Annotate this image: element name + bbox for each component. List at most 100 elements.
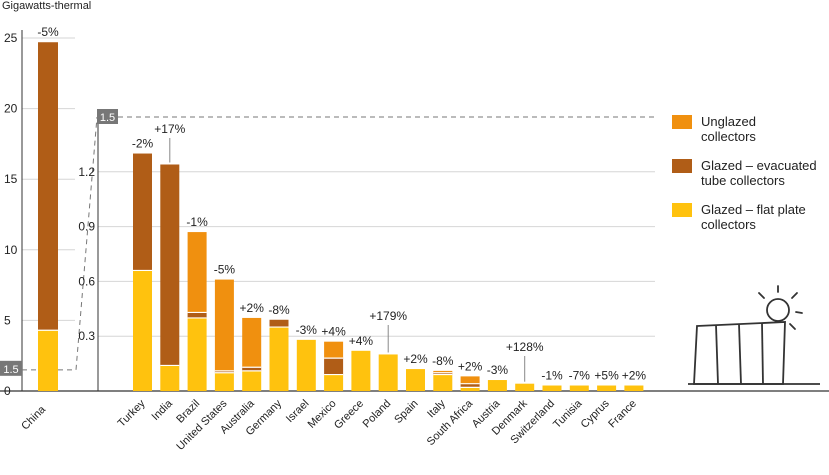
change-label-turkey: -2% <box>132 137 154 151</box>
main-y-tick-0: 0 <box>4 384 11 398</box>
category-label-spain: Spain <box>392 398 420 426</box>
bar-india-flat <box>160 365 180 391</box>
main-y-tick-25: 25 <box>4 31 18 45</box>
bar-austria-flat <box>487 380 507 391</box>
main-y-tick-15: 15 <box>4 172 18 186</box>
change-label-germany: -8% <box>268 303 290 317</box>
change-label-greece: +4% <box>349 334 374 348</box>
y-axis-label: Gigawatts-thermal <box>2 0 91 12</box>
change-label-india: +17% <box>154 122 185 136</box>
bar-spain-flat <box>406 369 425 391</box>
bar-south-africa-evacuated <box>460 383 480 388</box>
category-label-china: China <box>19 403 48 432</box>
inset-y-tick-1.2: 1.2 <box>78 165 95 179</box>
change-label-china: -5% <box>37 25 59 39</box>
legend-label-flat-line1: Glazed – flat plate <box>701 202 806 217</box>
legend-label-evacuated-line2: tube collectors <box>701 173 785 188</box>
icon-panel-divider-3 <box>761 322 764 385</box>
change-label-spain: +2% <box>403 352 428 366</box>
legend-label-unglazed-line1: Unglazed <box>701 114 756 129</box>
bar-united-states-evacuated <box>214 370 234 373</box>
legend-item-unglazed: Unglazed collectors <box>672 114 822 144</box>
change-label-switzerland: -1% <box>541 369 563 383</box>
change-label-brazil: -1% <box>186 215 208 229</box>
icon-panel-divider-1 <box>715 324 719 385</box>
legend: Unglazed collectors Glazed – evacuated t… <box>672 114 822 246</box>
bars-group <box>38 42 644 391</box>
bar-united-states-unglazed <box>214 279 234 371</box>
bar-china-flat <box>38 330 58 391</box>
change-label-australia: +2% <box>240 301 265 315</box>
bar-cyprus-flat <box>597 385 617 391</box>
bar-france-flat <box>624 385 644 391</box>
legend-label-flat-line2: collectors <box>701 217 756 232</box>
change-label-tunisia: -7% <box>569 369 591 383</box>
change-label-denmark: +128% <box>506 340 544 354</box>
bar-south-africa-flat <box>460 387 480 391</box>
change-label-cyprus: +5% <box>594 369 619 383</box>
icon-panel-divider-2 <box>738 323 742 385</box>
bar-south-africa-unglazed <box>460 376 480 384</box>
bar-israel-flat <box>296 339 316 391</box>
legend-swatch-flat <box>672 203 692 217</box>
bar-italy-evacuated <box>433 372 453 375</box>
icon-sun <box>766 298 790 322</box>
bar-australia-evacuated <box>242 367 262 371</box>
inset-y-tick-0.9: 0.9 <box>78 220 95 234</box>
category-label-italy: Italy <box>425 397 448 420</box>
main-zoom-marker-label: 1.5 <box>3 364 18 376</box>
legend-swatch-evacuated <box>672 159 692 173</box>
change-label-poland: +179% <box>369 309 407 323</box>
category-label-greece: Greece <box>332 398 366 432</box>
bar-mexico-unglazed <box>324 341 344 359</box>
main-y-tick-20: 20 <box>4 102 18 116</box>
legend-item-flat: Glazed – flat plate collectors <box>672 202 822 232</box>
bar-brazil-unglazed <box>187 232 207 313</box>
category-label-france: France <box>606 398 639 431</box>
inset-top-label: 1.5 <box>100 112 115 124</box>
main-zoom-marker-box <box>0 360 22 376</box>
bar-italy-flat <box>433 374 453 391</box>
bar-italy-unglazed <box>433 370 453 373</box>
change-label-mexico: +4% <box>321 325 346 339</box>
legend-item-evacuated: Glazed – evacuated tube collectors <box>672 158 822 188</box>
icon-sun-ray-1 <box>791 292 798 299</box>
main-y-tick-10: 10 <box>4 243 18 257</box>
change-label-italy: -8% <box>432 354 454 368</box>
change-label-united-states: -5% <box>214 263 236 277</box>
legend-label-evacuated-line1: Glazed – evacuated <box>701 158 817 173</box>
icon-sun-ray-4 <box>789 323 796 330</box>
zoom-connector-diagonal <box>75 116 98 370</box>
icon-sun-ray-2 <box>795 311 803 314</box>
change-label-france: +2% <box>622 369 647 383</box>
bar-tunisia-flat <box>569 385 589 391</box>
bar-mexico-flat <box>324 374 344 391</box>
bar-poland-flat <box>378 354 398 391</box>
inset-top-label-box <box>97 109 118 124</box>
bar-germany-flat <box>269 327 289 391</box>
inset-y-tick-0.3: 0.3 <box>78 329 95 343</box>
bar-germany-evacuated <box>269 319 289 328</box>
change-label-israel: -3% <box>296 323 318 337</box>
bar-greece-flat <box>351 350 371 391</box>
bar-turkey-evacuated <box>133 153 152 271</box>
bar-turkey-flat <box>133 270 152 391</box>
bar-united-states-flat <box>214 372 234 391</box>
bar-denmark-flat <box>515 383 535 391</box>
bar-australia-flat <box>242 370 262 391</box>
legend-swatch-unglazed <box>672 115 692 129</box>
bar-australia-unglazed <box>242 317 262 368</box>
legend-label-unglazed-line2: collectors <box>701 129 756 144</box>
category-label-india: India <box>150 397 176 423</box>
category-label-tunisia: Tunisia <box>551 397 585 431</box>
bar-brazil-evacuated <box>187 312 207 318</box>
change-label-south-africa: +2% <box>458 359 483 373</box>
category-label-turkey: Turkey <box>116 397 148 429</box>
bar-india-evacuated <box>160 164 180 366</box>
category-label-cyprus: Cyprus <box>579 397 612 430</box>
bar-switzerland-flat <box>542 385 562 391</box>
category-label-poland: Poland <box>361 398 394 431</box>
bar-brazil-flat <box>187 317 207 391</box>
